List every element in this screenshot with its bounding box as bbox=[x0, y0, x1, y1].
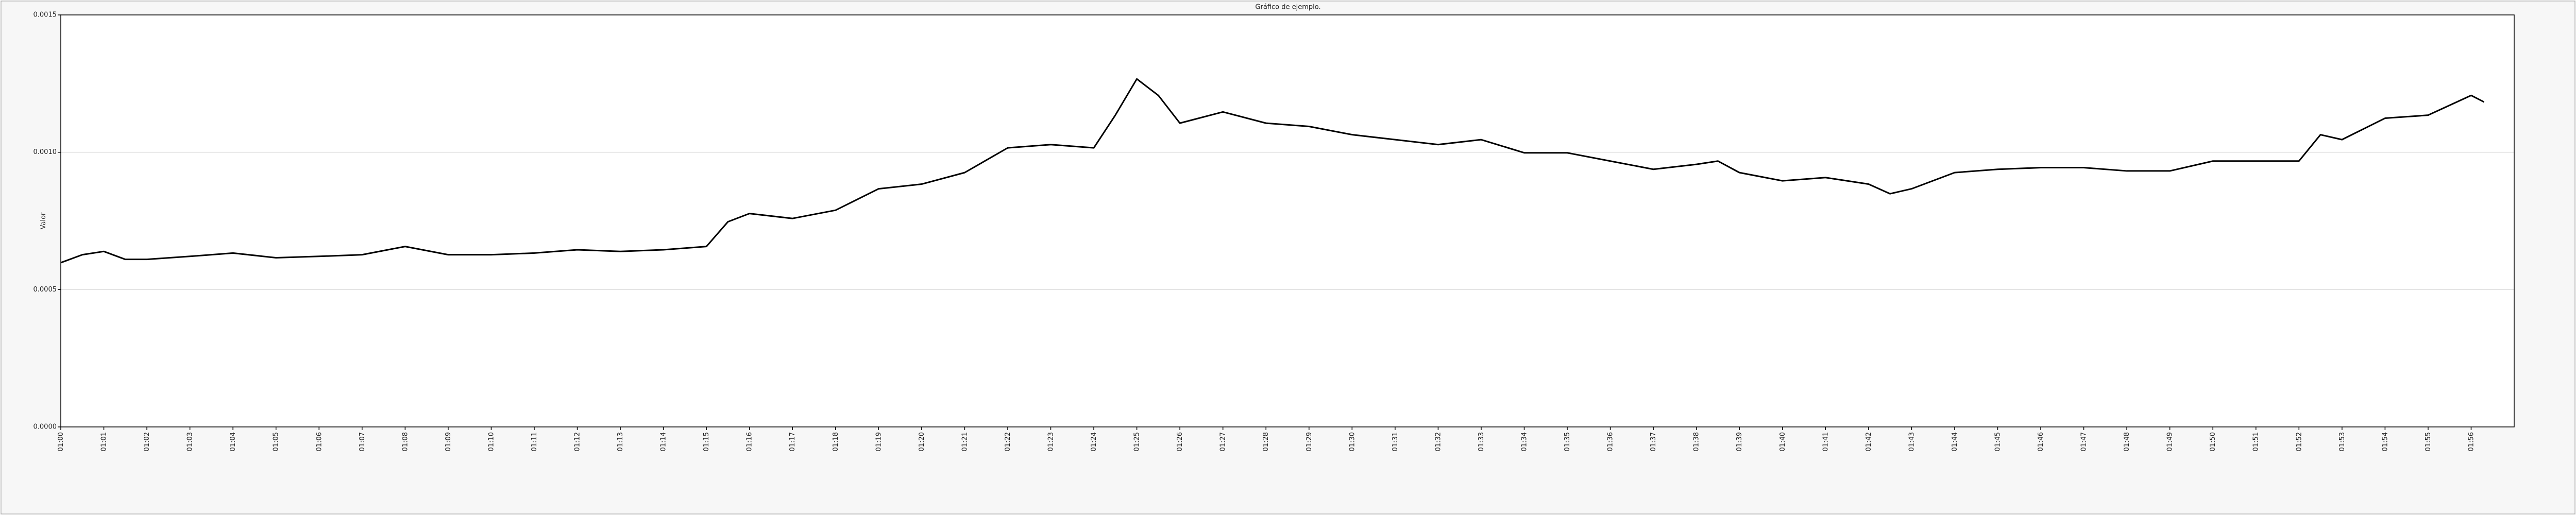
x-tick-label: 01:10 bbox=[487, 432, 495, 451]
x-tick-label: 01:40 bbox=[1779, 432, 1787, 451]
x-tick-label: 01:31 bbox=[1392, 432, 1399, 451]
x-tick-label: 01:56 bbox=[2467, 432, 2475, 451]
x-tick-label: 01:42 bbox=[1865, 432, 1873, 451]
x-tick-label: 01:39 bbox=[1736, 432, 1743, 451]
x-tick-label: 01:43 bbox=[1908, 432, 1916, 451]
x-tick-label: 01:07 bbox=[359, 432, 366, 451]
x-tick-label: 01:36 bbox=[1607, 432, 1615, 451]
x-tick-label: 01:05 bbox=[273, 432, 280, 451]
y-tick-label: 0.0005 bbox=[33, 286, 57, 294]
x-tick-label: 01:46 bbox=[2037, 432, 2045, 451]
x-tick-label: 01:54 bbox=[2381, 432, 2389, 451]
x-tick-label: 01:14 bbox=[660, 432, 668, 451]
x-tick-label: 01:44 bbox=[1951, 432, 1959, 451]
x-tick-label: 01:12 bbox=[574, 432, 582, 451]
x-tick-label: 01:45 bbox=[1994, 432, 2002, 451]
x-tick-label: 01:18 bbox=[832, 432, 840, 451]
x-tick-label: 01:24 bbox=[1090, 432, 1098, 451]
x-tick-label: 01:15 bbox=[703, 432, 710, 451]
x-tick-label: 01:19 bbox=[875, 432, 883, 451]
x-tick-label: 01:50 bbox=[2209, 432, 2217, 451]
plot-area bbox=[61, 15, 2514, 427]
x-tick-label: 01:04 bbox=[229, 432, 237, 451]
x-tick-label: 01:51 bbox=[2252, 432, 2260, 451]
x-tick-label: 01:53 bbox=[2338, 432, 2346, 451]
x-tick-label: 01:48 bbox=[2123, 432, 2131, 451]
x-tick-label: 01:22 bbox=[1004, 432, 1012, 451]
x-tick-label: 01:30 bbox=[1348, 432, 1356, 451]
data-line bbox=[60, 78, 2485, 264]
x-tick-label: 01:55 bbox=[2425, 432, 2432, 451]
x-tick-label: 01:35 bbox=[1564, 432, 1571, 451]
x-tick-label: 01:29 bbox=[1306, 432, 1313, 451]
x-tick-label: 01:09 bbox=[445, 432, 452, 451]
y-axis-label: Valor bbox=[40, 212, 47, 229]
x-tick-label: 01:49 bbox=[2166, 432, 2174, 451]
x-tick-label: 01:26 bbox=[1176, 432, 1184, 451]
x-tick-label: 01:06 bbox=[315, 432, 323, 451]
x-tick-label: 01:33 bbox=[1478, 432, 1485, 451]
chart-title: Gráfico de ejemplo. bbox=[1255, 4, 1320, 11]
x-tick-label: 01:11 bbox=[531, 432, 538, 451]
x-tick-label: 01:32 bbox=[1434, 432, 1442, 451]
x-tick-label: 01:20 bbox=[918, 432, 926, 451]
x-tick-label: 01:34 bbox=[1520, 432, 1528, 451]
x-tick-label: 01:02 bbox=[143, 432, 151, 451]
x-tick-label: 01:52 bbox=[2295, 432, 2303, 451]
x-tick-label: 01:03 bbox=[187, 432, 194, 451]
y-tick-label: 0.0010 bbox=[33, 148, 57, 156]
x-tick-label: 01:08 bbox=[401, 432, 409, 451]
x-tick-label: 01:16 bbox=[746, 432, 754, 451]
x-tick-label: 01:13 bbox=[617, 432, 624, 451]
x-tick-label: 01:27 bbox=[1219, 432, 1227, 451]
x-tick-label: 01:23 bbox=[1047, 432, 1055, 451]
x-tick-label: 01:25 bbox=[1133, 432, 1141, 451]
y-tick-label: 0.0000 bbox=[33, 423, 57, 431]
x-tick-label: 01:41 bbox=[1822, 432, 1829, 451]
x-tick-label: 01:00 bbox=[57, 432, 65, 451]
x-tick-label: 01:38 bbox=[1693, 432, 1701, 451]
x-tick-label: 01:21 bbox=[961, 432, 969, 451]
x-tick-label: 01:17 bbox=[789, 432, 796, 451]
x-tick-label: 01:01 bbox=[100, 432, 108, 451]
axes-box bbox=[60, 14, 2515, 427]
y-tick-label: 0.0015 bbox=[33, 11, 57, 19]
x-tick-label: 01:28 bbox=[1262, 432, 1270, 451]
x-tick-label: 01:37 bbox=[1650, 432, 1657, 451]
x-tick-label: 01:47 bbox=[2080, 432, 2088, 451]
